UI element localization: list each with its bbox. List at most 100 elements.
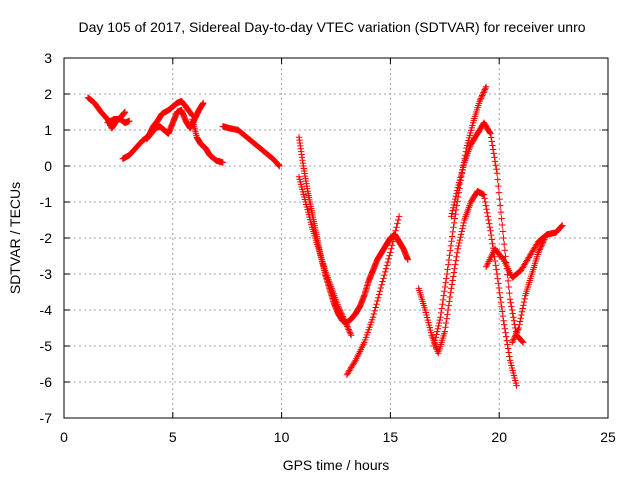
y-tick-label: 0	[44, 158, 52, 174]
data-point	[370, 310, 378, 318]
data-point	[430, 342, 438, 350]
data-point	[452, 195, 459, 203]
data-point	[479, 92, 486, 99]
data-point	[448, 210, 456, 217]
series-s2	[104, 116, 133, 126]
data-point	[336, 307, 344, 314]
data-point	[395, 213, 403, 220]
data-point	[493, 266, 500, 273]
data-point	[446, 252, 453, 259]
data-point	[486, 129, 494, 136]
data-point	[386, 252, 393, 259]
data-point	[496, 289, 503, 296]
data-point	[441, 283, 449, 291]
data-point	[514, 327, 521, 335]
data-point	[448, 281, 456, 288]
data-point	[447, 242, 455, 250]
y-tick-label: -7	[40, 410, 53, 426]
data-point	[339, 313, 346, 320]
data-point	[498, 215, 505, 222]
data-point	[557, 223, 565, 231]
y-tick-label: -6	[40, 374, 53, 390]
data-point	[537, 243, 545, 250]
data-point	[480, 191, 488, 198]
data-point	[381, 268, 389, 276]
data-point	[483, 206, 490, 213]
data-point	[378, 281, 385, 288]
data-point	[433, 331, 440, 338]
data-point	[539, 239, 547, 246]
data-point	[488, 236, 496, 243]
series-s5	[189, 116, 227, 166]
data-point	[337, 308, 344, 316]
data-point	[345, 326, 352, 333]
data-point	[384, 258, 391, 266]
data-point	[535, 247, 543, 255]
data-point	[346, 327, 353, 335]
data-point	[454, 249, 461, 256]
data-point	[450, 204, 457, 211]
y-tick-label: -4	[40, 302, 53, 318]
data-point	[446, 298, 453, 305]
data-point	[438, 305, 445, 312]
data-point	[351, 358, 358, 366]
data-point	[518, 337, 526, 345]
data-point	[387, 249, 394, 256]
data-point	[451, 198, 458, 206]
data-point	[482, 202, 490, 209]
data-point	[343, 321, 350, 329]
data-point	[491, 158, 499, 165]
data-point	[382, 265, 390, 272]
data-point	[434, 325, 442, 332]
data-point	[509, 310, 516, 317]
data-point	[515, 324, 522, 332]
x-tick-label: 5	[169, 429, 177, 445]
data-point	[495, 280, 502, 287]
data-point	[450, 224, 457, 231]
data-point	[449, 207, 456, 214]
data-point	[338, 310, 345, 317]
data-point	[497, 298, 505, 306]
data-point	[520, 302, 527, 309]
data-point	[484, 213, 492, 220]
data-point	[495, 284, 503, 292]
data-point	[487, 134, 495, 141]
data-point	[504, 345, 512, 352]
data-point	[450, 219, 458, 227]
data-point	[518, 311, 525, 319]
data-point	[395, 216, 402, 224]
data-point	[450, 201, 458, 209]
data-point	[126, 117, 133, 125]
data-point	[486, 224, 494, 231]
data-point	[454, 245, 462, 252]
data-point	[510, 314, 517, 321]
series-s6	[219, 123, 283, 170]
data-point	[494, 176, 501, 183]
data-point	[540, 237, 547, 245]
data-point	[512, 330, 520, 337]
data-point	[200, 99, 207, 107]
data-point	[512, 332, 519, 339]
data-point	[390, 234, 398, 242]
data-point	[374, 297, 381, 305]
data-point	[389, 238, 397, 245]
data-point	[541, 234, 549, 242]
data-point	[449, 228, 457, 236]
data-point	[448, 213, 455, 220]
data-point	[440, 292, 447, 299]
data-point	[445, 256, 453, 264]
data-point	[490, 150, 497, 157]
data-point	[446, 293, 454, 301]
x-axis-label: GPS time / hours	[283, 457, 390, 473]
data-point	[432, 334, 440, 341]
data-point	[499, 228, 507, 235]
data-point	[558, 222, 565, 230]
data-point	[452, 211, 459, 218]
data-point	[452, 257, 460, 264]
data-point	[385, 255, 392, 263]
data-point	[442, 279, 449, 286]
data-point	[459, 225, 466, 232]
data-point	[501, 247, 509, 254]
data-point	[482, 198, 489, 206]
